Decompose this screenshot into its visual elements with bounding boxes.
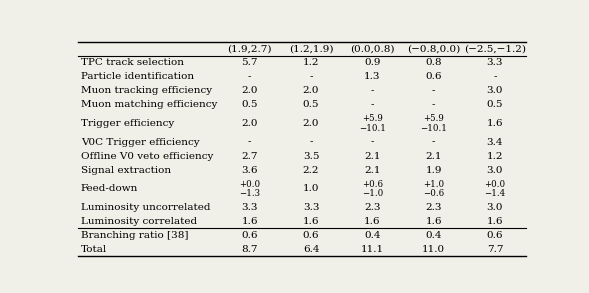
Text: 1.6: 1.6 <box>303 217 319 226</box>
Text: −1.4: −1.4 <box>484 189 505 198</box>
Text: 1.6: 1.6 <box>241 217 258 226</box>
Text: 11.0: 11.0 <box>422 245 445 254</box>
Text: 2.0: 2.0 <box>241 86 258 96</box>
Text: 0.6: 0.6 <box>487 231 503 240</box>
Text: −10.1: −10.1 <box>359 124 386 133</box>
Text: −1.3: −1.3 <box>239 189 260 198</box>
Text: 2.0: 2.0 <box>303 119 319 128</box>
Text: -: - <box>248 72 252 81</box>
Text: 2.1: 2.1 <box>364 166 380 175</box>
Text: 11.1: 11.1 <box>360 245 384 254</box>
Text: Luminosity uncorrelated: Luminosity uncorrelated <box>81 203 210 212</box>
Text: Signal extraction: Signal extraction <box>81 166 171 175</box>
Text: (−2.5,−1.2): (−2.5,−1.2) <box>464 45 526 53</box>
Text: Muon tracking efficiency: Muon tracking efficiency <box>81 86 212 96</box>
Text: Particle identification: Particle identification <box>81 72 194 81</box>
Text: 0.9: 0.9 <box>364 58 380 67</box>
Text: 1.9: 1.9 <box>425 166 442 175</box>
Text: Muon matching efficiency: Muon matching efficiency <box>81 100 217 110</box>
Text: 3.0: 3.0 <box>487 86 503 96</box>
Text: 3.5: 3.5 <box>303 151 319 161</box>
Text: 2.3: 2.3 <box>425 203 442 212</box>
Text: 0.5: 0.5 <box>241 100 258 110</box>
Text: (1.2,1.9): (1.2,1.9) <box>289 45 333 53</box>
Text: 0.5: 0.5 <box>303 100 319 110</box>
Text: +0.6: +0.6 <box>362 180 383 188</box>
Text: 6.4: 6.4 <box>303 245 319 254</box>
Text: −10.1: −10.1 <box>420 124 447 133</box>
Text: 2.7: 2.7 <box>241 151 258 161</box>
Text: +0.0: +0.0 <box>239 180 260 188</box>
Text: 2.0: 2.0 <box>303 86 319 96</box>
Text: V0C Trigger efficiency: V0C Trigger efficiency <box>81 138 200 146</box>
Text: Offline V0 veto efficiency: Offline V0 veto efficiency <box>81 151 213 161</box>
Text: 3.4: 3.4 <box>487 138 503 146</box>
Text: 1.0: 1.0 <box>303 184 319 193</box>
Text: 5.7: 5.7 <box>241 58 258 67</box>
Text: 1.3: 1.3 <box>364 72 380 81</box>
Text: -: - <box>309 138 313 146</box>
Text: 2.1: 2.1 <box>364 151 380 161</box>
Text: 1.6: 1.6 <box>425 217 442 226</box>
Text: TPC track selection: TPC track selection <box>81 58 184 67</box>
Text: 3.3: 3.3 <box>303 203 319 212</box>
Text: 8.7: 8.7 <box>241 245 258 254</box>
Text: -: - <box>370 100 374 110</box>
Text: -: - <box>309 72 313 81</box>
Text: 2.2: 2.2 <box>303 166 319 175</box>
Text: -: - <box>370 138 374 146</box>
Text: 3.6: 3.6 <box>241 166 258 175</box>
Text: Trigger efficiency: Trigger efficiency <box>81 119 174 128</box>
Text: (−0.8,0.0): (−0.8,0.0) <box>407 45 460 53</box>
Text: -: - <box>432 100 435 110</box>
Text: Feed-down: Feed-down <box>81 184 138 193</box>
Text: 1.6: 1.6 <box>487 217 503 226</box>
Text: 3.3: 3.3 <box>487 58 503 67</box>
Text: -: - <box>432 138 435 146</box>
Text: -: - <box>370 86 374 96</box>
Text: 1.6: 1.6 <box>487 119 503 128</box>
Text: Branching ratio [38]: Branching ratio [38] <box>81 231 188 240</box>
Text: 1.2: 1.2 <box>303 58 319 67</box>
Text: +5.9: +5.9 <box>362 114 383 123</box>
Text: 0.8: 0.8 <box>425 58 442 67</box>
Text: −1.0: −1.0 <box>362 189 383 198</box>
Text: 7.7: 7.7 <box>487 245 503 254</box>
Text: 2.3: 2.3 <box>364 203 380 212</box>
Text: 1.6: 1.6 <box>364 217 380 226</box>
Text: Luminosity correlated: Luminosity correlated <box>81 217 197 226</box>
Text: (1.9,2.7): (1.9,2.7) <box>227 45 272 53</box>
Text: 0.6: 0.6 <box>303 231 319 240</box>
Text: 3.3: 3.3 <box>241 203 258 212</box>
Text: -: - <box>248 138 252 146</box>
Text: 0.6: 0.6 <box>425 72 442 81</box>
Text: 2.1: 2.1 <box>425 151 442 161</box>
Text: 3.0: 3.0 <box>487 203 503 212</box>
Text: 0.6: 0.6 <box>241 231 258 240</box>
Text: −0.6: −0.6 <box>423 189 444 198</box>
Text: 3.0: 3.0 <box>487 166 503 175</box>
Text: 0.4: 0.4 <box>425 231 442 240</box>
Text: +1.0: +1.0 <box>423 180 444 188</box>
Text: Total: Total <box>81 245 107 254</box>
Text: +5.9: +5.9 <box>423 114 444 123</box>
Text: +0.0: +0.0 <box>484 180 505 188</box>
Text: -: - <box>432 86 435 96</box>
Text: 0.4: 0.4 <box>364 231 380 240</box>
Text: 2.0: 2.0 <box>241 119 258 128</box>
Text: (0.0,0.8): (0.0,0.8) <box>350 45 395 53</box>
Text: 0.5: 0.5 <box>487 100 503 110</box>
Text: 1.2: 1.2 <box>487 151 503 161</box>
Text: -: - <box>493 72 497 81</box>
